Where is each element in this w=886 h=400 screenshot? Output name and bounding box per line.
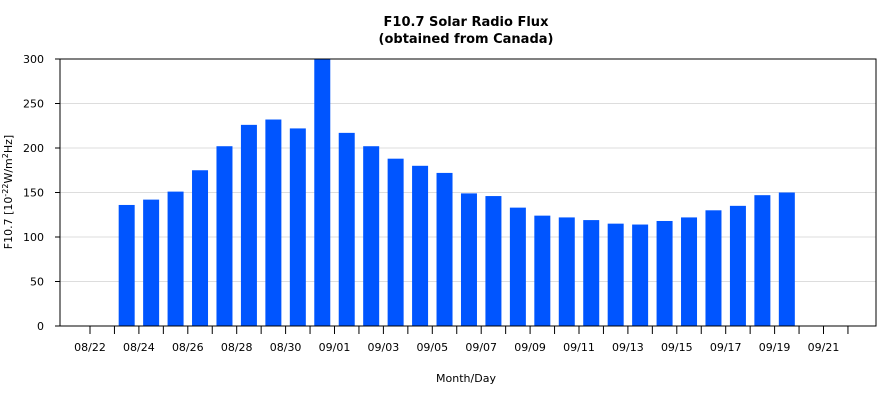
x-tick-label: 08/24: [123, 341, 155, 354]
bar-09-09: [534, 215, 551, 326]
y-tick-label: 150: [23, 187, 44, 200]
x-tick-label: 09/01: [319, 341, 351, 354]
bar-09-02: [363, 146, 380, 326]
bar-09-17: [729, 205, 746, 326]
x-tick-label: 09/21: [808, 341, 840, 354]
x-tick-label: 08/26: [172, 341, 204, 354]
bar-08-24: [143, 199, 160, 326]
bar-09-15: [681, 217, 698, 326]
bar-08-23: [118, 204, 135, 326]
bar-08-28: [240, 124, 257, 326]
x-axis: 08/22 08/24 08/26 08/28 08/30 09/01 09/03 09/05…: [74, 325, 849, 354]
bar-08-31: [314, 59, 331, 326]
x-tick-label: 09/03: [368, 341, 400, 354]
y-tick-label: 300: [23, 53, 44, 66]
bars: [118, 59, 795, 327]
x-tick-label: 09/19: [759, 341, 791, 354]
x-tick-label: 09/15: [661, 341, 693, 354]
x-tick-label: 09/05: [416, 341, 448, 354]
bar-09-08: [509, 207, 526, 326]
x-tick-label: 08/22: [74, 341, 106, 354]
x-tick-label: 09/07: [465, 341, 497, 354]
y-label-prefix: F10.7 [10: [2, 197, 15, 250]
y-tick-label: 0: [37, 320, 44, 333]
x-tick-label: 09/11: [563, 341, 595, 354]
bar-09-05: [436, 172, 453, 326]
x-axis-label: Month/Day: [436, 372, 496, 385]
bar-08-30: [289, 128, 306, 326]
x-tick-label: 09/09: [514, 341, 546, 354]
y-tick-label: 100: [23, 231, 44, 244]
bar-08-26: [192, 170, 209, 326]
x-tick-label: 08/28: [221, 341, 253, 354]
bar-08-29: [265, 119, 282, 327]
bar-08-25: [167, 191, 184, 326]
bar-09-04: [412, 165, 429, 326]
bar-09-13: [632, 224, 649, 326]
y-tick-label: 50: [30, 276, 44, 289]
chart-title: F10.7 Solar Radio Flux: [384, 15, 550, 30]
bar-09-11: [583, 220, 600, 326]
y-label-exp2: 2: [1, 153, 10, 158]
y-tick-label: 200: [23, 142, 44, 155]
y-axis: 0 50 100 150 200 250 300: [23, 53, 60, 333]
bar-09-19: [778, 192, 795, 326]
bar-09-10: [558, 217, 575, 326]
x-tick-label: 08/30: [270, 341, 302, 354]
x-tick-label: 09/13: [612, 341, 644, 354]
y-label-exp1: -22: [1, 184, 10, 197]
y-axis-label: F10.7 [10-22W/m2Hz]: [1, 135, 15, 249]
y-label-mid: W/m: [2, 158, 15, 183]
y-label-suffix: Hz]: [2, 135, 15, 153]
bar-09-16: [705, 210, 722, 326]
bar-08-27: [216, 146, 233, 326]
bar-09-14: [656, 220, 673, 326]
bar-09-12: [607, 223, 624, 326]
chart-subtitle: (obtained from Canada): [379, 32, 554, 47]
y-tick-label: 250: [23, 98, 44, 111]
bar-09-07: [485, 196, 502, 326]
bar-09-01: [338, 132, 355, 326]
bar-09-18: [754, 195, 771, 326]
x-tick-label: 09/17: [710, 341, 742, 354]
bar-09-06: [460, 193, 477, 326]
bar-09-03: [387, 158, 404, 326]
